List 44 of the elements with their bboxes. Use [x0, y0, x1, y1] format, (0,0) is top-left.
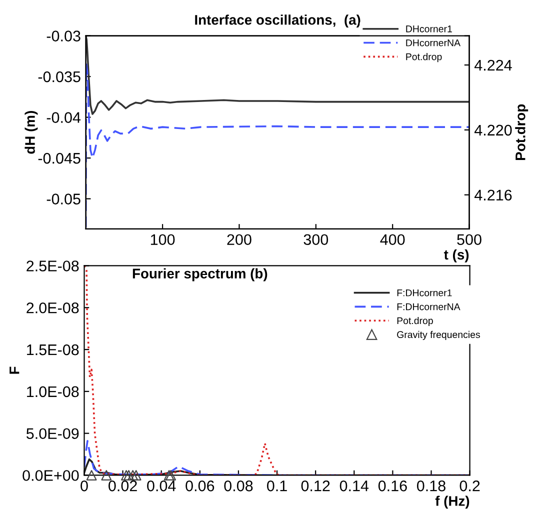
legend-label: F:DHcorner1	[397, 289, 452, 296]
y-tick-label: -0.045	[38, 152, 80, 164]
y-tick-label: 2.5E-08	[26, 260, 79, 272]
x-tick-label: 0.2	[460, 480, 480, 492]
y-tick-label: 0.0E+00	[22, 470, 79, 481]
x-axis-title: t (s)	[444, 249, 469, 262]
x-axis-title: f (Hz)	[435, 496, 470, 509]
x-tick-label: 0	[80, 480, 88, 492]
x-tick-label: 0.02	[108, 480, 137, 492]
x-tick-label: 0.18	[416, 480, 446, 492]
y-tick-label: -0.05	[46, 194, 80, 204]
x-tick-label: 400	[380, 234, 405, 246]
x-tick-label: 300	[304, 234, 328, 246]
x-tick-label: 0.06	[186, 480, 214, 492]
y2-tick-label: 4.224	[474, 60, 512, 71]
y2-axis-title: Pot.drop	[515, 104, 528, 160]
chart-title: Interface oscillations, (a)	[195, 14, 360, 28]
y2-tick-label: 4.220	[474, 124, 512, 136]
legend-label: Pot.drop	[406, 53, 442, 62]
y-tick-label: -0.035	[38, 71, 80, 82]
x-tick-label: 0.1	[267, 480, 287, 492]
y-axis-title: dH (m)	[24, 111, 38, 154]
y-tick-label: 2.0E-08	[26, 302, 79, 314]
y-tick-label: 1.5E-08	[27, 344, 79, 356]
legend-label: DHcornerNA	[406, 39, 460, 46]
x-tick-label: 500	[457, 234, 482, 246]
chart-title: Fourier spectrum (b)	[132, 268, 268, 282]
x-tick-label: 0.16	[378, 480, 407, 492]
legend-label: F:DHcornerNA	[397, 303, 460, 310]
x-tick-label: 200	[227, 234, 252, 246]
y-tick-label: 5.0E-09	[26, 428, 79, 440]
y2-tick-label: 4.216	[474, 190, 512, 201]
x-tick-label: 100	[150, 234, 175, 246]
x-tick-label: 0.12	[301, 480, 330, 492]
y-tick-label: -0.04	[46, 112, 81, 123]
y-tick-label: 1.0E-08	[27, 386, 79, 398]
y-axis-title: F	[10, 366, 20, 374]
x-tick-label: 0.08	[224, 480, 253, 492]
x-tick-label: 0.04	[147, 480, 176, 492]
y-tick-label: -0.03	[46, 30, 80, 42]
x-tick-label: 0.14	[340, 480, 369, 492]
legend-label: Gravity frequencies	[397, 330, 480, 340]
legend-label: Pot.drop	[397, 316, 433, 326]
legend-label: DHcorner1	[406, 26, 452, 32]
